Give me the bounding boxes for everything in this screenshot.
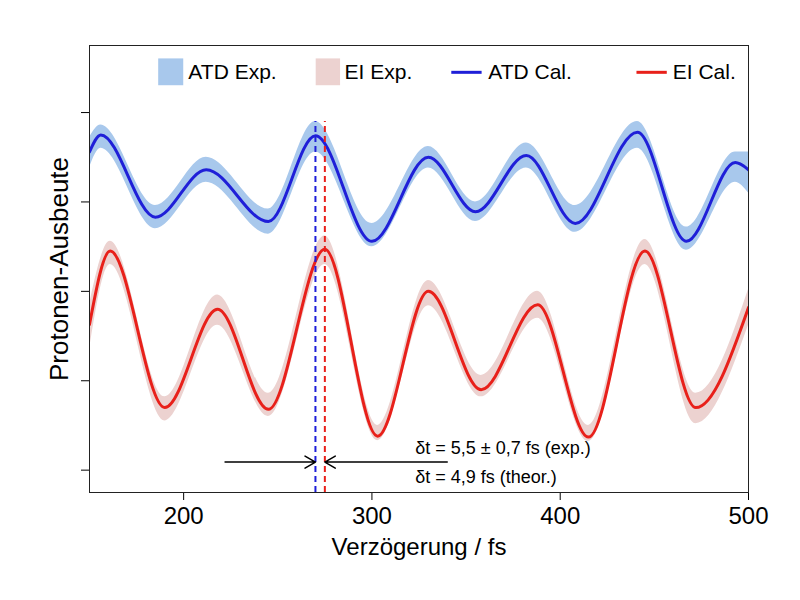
svg-text:400: 400 <box>540 502 580 529</box>
svg-text:EI Exp.: EI Exp. <box>345 60 413 83</box>
svg-text:500: 500 <box>728 502 768 529</box>
svg-text:300: 300 <box>352 502 392 529</box>
svg-text:Protonen-Ausbeute: Protonen-Ausbeute <box>44 157 74 381</box>
svg-text:δt = 5,5 ± 0,7 fs (exp.): δt = 5,5 ± 0,7 fs (exp.) <box>415 438 590 458</box>
svg-text:Verzögerung / fs: Verzögerung / fs <box>332 533 507 560</box>
svg-text:200: 200 <box>164 502 204 529</box>
svg-text:δt = 4,9 fs (theor.): δt = 4,9 fs (theor.) <box>415 467 557 487</box>
svg-text:EI Cal.: EI Cal. <box>673 60 736 83</box>
svg-text:ATD Cal.: ATD Cal. <box>488 60 572 83</box>
svg-text:ATD Exp.: ATD Exp. <box>188 60 276 83</box>
